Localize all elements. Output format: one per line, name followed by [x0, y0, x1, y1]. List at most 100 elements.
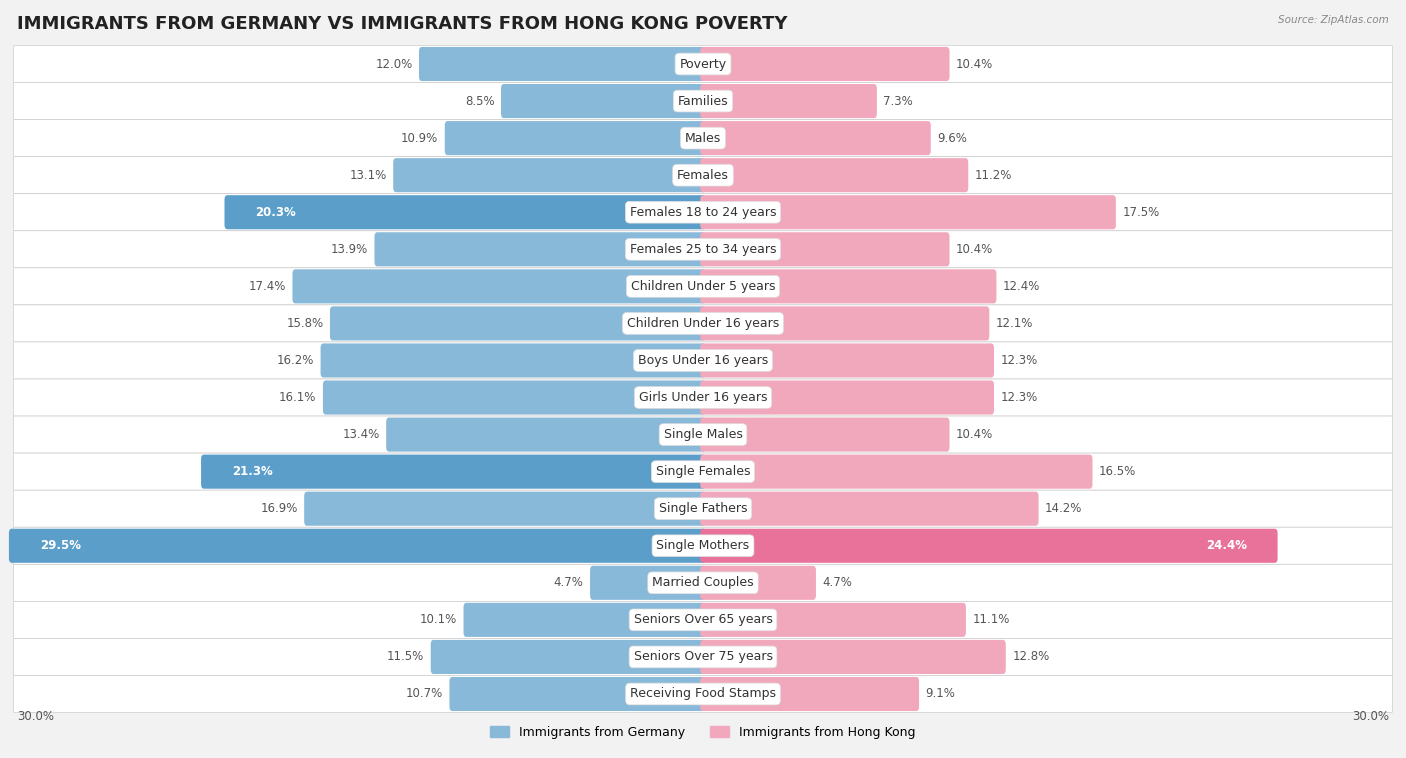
Text: 4.7%: 4.7%: [823, 576, 852, 589]
FancyBboxPatch shape: [394, 158, 706, 193]
Text: 16.2%: 16.2%: [277, 354, 314, 367]
FancyBboxPatch shape: [14, 416, 1392, 453]
FancyBboxPatch shape: [323, 381, 706, 415]
Text: Seniors Over 65 years: Seniors Over 65 years: [634, 613, 772, 626]
FancyBboxPatch shape: [14, 120, 1392, 157]
Text: 11.5%: 11.5%: [387, 650, 425, 663]
Text: 11.1%: 11.1%: [973, 613, 1010, 626]
Text: Females 25 to 34 years: Females 25 to 34 years: [630, 243, 776, 255]
Text: 8.5%: 8.5%: [465, 95, 495, 108]
Text: 4.7%: 4.7%: [554, 576, 583, 589]
FancyBboxPatch shape: [501, 84, 706, 118]
FancyBboxPatch shape: [700, 418, 949, 452]
FancyBboxPatch shape: [321, 343, 706, 377]
FancyBboxPatch shape: [700, 381, 994, 415]
Text: Poverty: Poverty: [679, 58, 727, 70]
FancyBboxPatch shape: [14, 490, 1392, 528]
Text: 10.4%: 10.4%: [956, 428, 993, 441]
FancyBboxPatch shape: [700, 565, 815, 600]
FancyBboxPatch shape: [387, 418, 706, 452]
FancyBboxPatch shape: [700, 84, 877, 118]
FancyBboxPatch shape: [14, 194, 1392, 230]
Text: 10.1%: 10.1%: [420, 613, 457, 626]
Text: Source: ZipAtlas.com: Source: ZipAtlas.com: [1278, 15, 1389, 25]
FancyBboxPatch shape: [14, 379, 1392, 416]
FancyBboxPatch shape: [700, 232, 949, 266]
FancyBboxPatch shape: [700, 196, 1116, 229]
Text: Children Under 5 years: Children Under 5 years: [631, 280, 775, 293]
FancyBboxPatch shape: [8, 529, 706, 562]
FancyBboxPatch shape: [430, 640, 706, 674]
Text: 10.4%: 10.4%: [956, 243, 993, 255]
Text: Single Fathers: Single Fathers: [659, 503, 747, 515]
FancyBboxPatch shape: [225, 196, 706, 229]
FancyBboxPatch shape: [14, 528, 1392, 564]
FancyBboxPatch shape: [330, 306, 706, 340]
Text: 16.1%: 16.1%: [278, 391, 316, 404]
FancyBboxPatch shape: [14, 268, 1392, 305]
FancyBboxPatch shape: [700, 269, 997, 303]
Text: 17.4%: 17.4%: [249, 280, 285, 293]
FancyBboxPatch shape: [201, 455, 706, 489]
Text: Children Under 16 years: Children Under 16 years: [627, 317, 779, 330]
FancyBboxPatch shape: [700, 47, 949, 81]
FancyBboxPatch shape: [374, 232, 706, 266]
Text: 13.4%: 13.4%: [343, 428, 380, 441]
FancyBboxPatch shape: [14, 230, 1392, 268]
FancyBboxPatch shape: [700, 121, 931, 155]
FancyBboxPatch shape: [14, 157, 1392, 194]
FancyBboxPatch shape: [14, 342, 1392, 379]
FancyBboxPatch shape: [700, 640, 1005, 674]
Text: 14.2%: 14.2%: [1045, 503, 1083, 515]
Text: Females: Females: [678, 169, 728, 182]
Text: 16.5%: 16.5%: [1099, 465, 1136, 478]
Text: 21.3%: 21.3%: [232, 465, 273, 478]
Text: 12.4%: 12.4%: [1002, 280, 1040, 293]
Text: 12.1%: 12.1%: [995, 317, 1033, 330]
Text: Families: Families: [678, 95, 728, 108]
Text: 9.6%: 9.6%: [938, 132, 967, 145]
Text: 20.3%: 20.3%: [256, 205, 297, 219]
FancyBboxPatch shape: [700, 306, 990, 340]
Text: Married Couples: Married Couples: [652, 576, 754, 589]
Text: 12.3%: 12.3%: [1001, 354, 1038, 367]
Legend: Immigrants from Germany, Immigrants from Hong Kong: Immigrants from Germany, Immigrants from…: [485, 721, 921, 744]
FancyBboxPatch shape: [419, 47, 706, 81]
FancyBboxPatch shape: [304, 492, 706, 526]
Text: 10.4%: 10.4%: [956, 58, 993, 70]
Text: Receiving Food Stamps: Receiving Food Stamps: [630, 688, 776, 700]
Text: 15.8%: 15.8%: [287, 317, 323, 330]
FancyBboxPatch shape: [14, 83, 1392, 120]
FancyBboxPatch shape: [700, 343, 994, 377]
Text: 29.5%: 29.5%: [39, 539, 80, 553]
FancyBboxPatch shape: [700, 603, 966, 637]
FancyBboxPatch shape: [464, 603, 706, 637]
Text: 13.1%: 13.1%: [350, 169, 387, 182]
FancyBboxPatch shape: [14, 305, 1392, 342]
FancyBboxPatch shape: [14, 638, 1392, 675]
FancyBboxPatch shape: [700, 677, 920, 711]
Text: 9.1%: 9.1%: [925, 688, 956, 700]
FancyBboxPatch shape: [14, 675, 1392, 713]
Text: Single Females: Single Females: [655, 465, 751, 478]
Text: IMMIGRANTS FROM GERMANY VS IMMIGRANTS FROM HONG KONG POVERTY: IMMIGRANTS FROM GERMANY VS IMMIGRANTS FR…: [17, 15, 787, 33]
Text: 24.4%: 24.4%: [1206, 539, 1247, 553]
Text: Single Mothers: Single Mothers: [657, 539, 749, 553]
Text: 30.0%: 30.0%: [1353, 709, 1389, 723]
Text: Girls Under 16 years: Girls Under 16 years: [638, 391, 768, 404]
FancyBboxPatch shape: [700, 158, 969, 193]
FancyBboxPatch shape: [591, 565, 706, 600]
Text: 10.9%: 10.9%: [401, 132, 439, 145]
Text: Seniors Over 75 years: Seniors Over 75 years: [634, 650, 772, 663]
Text: 17.5%: 17.5%: [1122, 205, 1160, 219]
Text: Females 18 to 24 years: Females 18 to 24 years: [630, 205, 776, 219]
Text: 12.3%: 12.3%: [1001, 391, 1038, 404]
FancyBboxPatch shape: [14, 45, 1392, 83]
FancyBboxPatch shape: [700, 492, 1039, 526]
Text: Males: Males: [685, 132, 721, 145]
FancyBboxPatch shape: [450, 677, 706, 711]
FancyBboxPatch shape: [700, 529, 1278, 562]
FancyBboxPatch shape: [444, 121, 706, 155]
Text: 16.9%: 16.9%: [260, 503, 298, 515]
Text: 7.3%: 7.3%: [883, 95, 912, 108]
